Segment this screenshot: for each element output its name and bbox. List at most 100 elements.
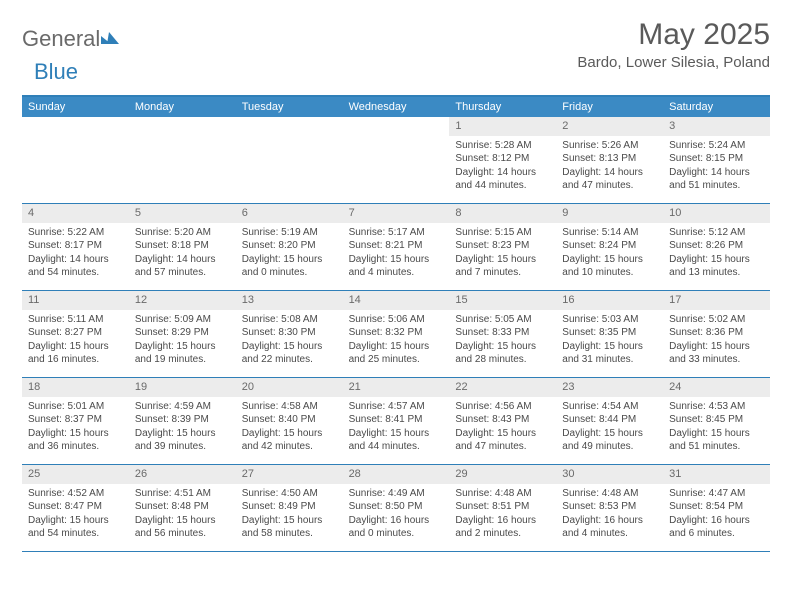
daylight-text: Daylight: 16 hours and 4 minutes. <box>562 514 657 541</box>
sunset-text: Sunset: 8:29 PM <box>135 326 230 340</box>
day-cell: 17Sunrise: 5:02 AMSunset: 8:36 PMDayligh… <box>663 291 770 377</box>
day-cell: 4Sunrise: 5:22 AMSunset: 8:17 PMDaylight… <box>22 204 129 290</box>
day-body: Sunrise: 4:50 AMSunset: 8:49 PMDaylight:… <box>236 484 343 545</box>
day-number: 2 <box>556 117 663 136</box>
day-number: 6 <box>236 204 343 223</box>
day-number: 7 <box>343 204 450 223</box>
day-cell: 14Sunrise: 5:06 AMSunset: 8:32 PMDayligh… <box>343 291 450 377</box>
day-cell: 29Sunrise: 4:48 AMSunset: 8:51 PMDayligh… <box>449 465 556 551</box>
week-row: 18Sunrise: 5:01 AMSunset: 8:37 PMDayligh… <box>22 378 770 465</box>
daylight-text: Daylight: 15 hours and 0 minutes. <box>242 253 337 280</box>
daylight-text: Daylight: 14 hours and 47 minutes. <box>562 166 657 193</box>
day-body: Sunrise: 5:20 AMSunset: 8:18 PMDaylight:… <box>129 223 236 284</box>
sunrise-text: Sunrise: 5:24 AM <box>669 139 764 153</box>
dow-saturday: Saturday <box>663 97 770 117</box>
daylight-text: Daylight: 15 hours and 44 minutes. <box>349 427 444 454</box>
sunrise-text: Sunrise: 4:50 AM <box>242 487 337 501</box>
daylight-text: Daylight: 15 hours and 13 minutes. <box>669 253 764 280</box>
day-cell: 27Sunrise: 4:50 AMSunset: 8:49 PMDayligh… <box>236 465 343 551</box>
day-body: Sunrise: 4:52 AMSunset: 8:47 PMDaylight:… <box>22 484 129 545</box>
daylight-text: Daylight: 15 hours and 25 minutes. <box>349 340 444 367</box>
day-body: Sunrise: 5:15 AMSunset: 8:23 PMDaylight:… <box>449 223 556 284</box>
week-row: 1Sunrise: 5:28 AMSunset: 8:12 PMDaylight… <box>22 117 770 204</box>
sunset-text: Sunset: 8:51 PM <box>455 500 550 514</box>
day-cell: 26Sunrise: 4:51 AMSunset: 8:48 PMDayligh… <box>129 465 236 551</box>
day-body: Sunrise: 5:05 AMSunset: 8:33 PMDaylight:… <box>449 310 556 371</box>
sunset-text: Sunset: 8:40 PM <box>242 413 337 427</box>
day-cell: 12Sunrise: 5:09 AMSunset: 8:29 PMDayligh… <box>129 291 236 377</box>
day-number: 22 <box>449 378 556 397</box>
calendar-page: General May 2025 Bardo, Lower Silesia, P… <box>0 0 792 570</box>
sunset-text: Sunset: 8:53 PM <box>562 500 657 514</box>
daylight-text: Daylight: 15 hours and 58 minutes. <box>242 514 337 541</box>
day-number: 8 <box>449 204 556 223</box>
daylight-text: Daylight: 14 hours and 54 minutes. <box>28 253 123 280</box>
daylight-text: Daylight: 15 hours and 36 minutes. <box>28 427 123 454</box>
sunset-text: Sunset: 8:24 PM <box>562 239 657 253</box>
day-number: 4 <box>22 204 129 223</box>
day-cell: 28Sunrise: 4:49 AMSunset: 8:50 PMDayligh… <box>343 465 450 551</box>
day-body: Sunrise: 5:09 AMSunset: 8:29 PMDaylight:… <box>129 310 236 371</box>
sunset-text: Sunset: 8:35 PM <box>562 326 657 340</box>
sunset-text: Sunset: 8:17 PM <box>28 239 123 253</box>
day-cell: 18Sunrise: 5:01 AMSunset: 8:37 PMDayligh… <box>22 378 129 464</box>
daylight-text: Daylight: 15 hours and 54 minutes. <box>28 514 123 541</box>
day-body: Sunrise: 5:19 AMSunset: 8:20 PMDaylight:… <box>236 223 343 284</box>
sunset-text: Sunset: 8:26 PM <box>669 239 764 253</box>
location-text: Bardo, Lower Silesia, Poland <box>577 54 770 71</box>
sunrise-text: Sunrise: 4:59 AM <box>135 400 230 414</box>
daylight-text: Daylight: 15 hours and 31 minutes. <box>562 340 657 367</box>
sunrise-text: Sunrise: 5:03 AM <box>562 313 657 327</box>
day-number: 9 <box>556 204 663 223</box>
logo-text-gray: General <box>22 26 100 52</box>
day-number: 24 <box>663 378 770 397</box>
sunset-text: Sunset: 8:45 PM <box>669 413 764 427</box>
day-number: 27 <box>236 465 343 484</box>
day-number: 28 <box>343 465 450 484</box>
dow-friday: Friday <box>556 97 663 117</box>
sunrise-text: Sunrise: 4:58 AM <box>242 400 337 414</box>
calendar: Sunday Monday Tuesday Wednesday Thursday… <box>22 95 770 552</box>
dow-sunday: Sunday <box>22 97 129 117</box>
day-of-week-header: Sunday Monday Tuesday Wednesday Thursday… <box>22 97 770 117</box>
day-body: Sunrise: 5:03 AMSunset: 8:35 PMDaylight:… <box>556 310 663 371</box>
sunset-text: Sunset: 8:12 PM <box>455 152 550 166</box>
day-cell: 15Sunrise: 5:05 AMSunset: 8:33 PMDayligh… <box>449 291 556 377</box>
day-body: Sunrise: 5:17 AMSunset: 8:21 PMDaylight:… <box>343 223 450 284</box>
sunset-text: Sunset: 8:47 PM <box>28 500 123 514</box>
day-body: Sunrise: 5:24 AMSunset: 8:15 PMDaylight:… <box>663 136 770 197</box>
daylight-text: Daylight: 15 hours and 39 minutes. <box>135 427 230 454</box>
sunrise-text: Sunrise: 5:15 AM <box>455 226 550 240</box>
day-cell: 30Sunrise: 4:48 AMSunset: 8:53 PMDayligh… <box>556 465 663 551</box>
sunset-text: Sunset: 8:43 PM <box>455 413 550 427</box>
day-number: 25 <box>22 465 129 484</box>
day-cell: 2 Sunrise: 5:26 AMSunset: 8:13 PMDaylight… <box>556 117 663 203</box>
day-body: Sunrise: 4:51 AMSunset: 8:48 PMDaylight:… <box>129 484 236 545</box>
day-number: 11 <box>22 291 129 310</box>
daylight-text: Daylight: 15 hours and 22 minutes. <box>242 340 337 367</box>
sunrise-text: Sunrise: 5:26 AM <box>562 139 657 153</box>
daylight-text: Daylight: 15 hours and 42 minutes. <box>242 427 337 454</box>
day-number: 30 <box>556 465 663 484</box>
daylight-text: Daylight: 15 hours and 49 minutes. <box>562 427 657 454</box>
sunset-text: Sunset: 8:20 PM <box>242 239 337 253</box>
daylight-text: Daylight: 15 hours and 4 minutes. <box>349 253 444 280</box>
sunrise-text: Sunrise: 4:51 AM <box>135 487 230 501</box>
day-body: Sunrise: 4:54 AMSunset: 8:44 PMDaylight:… <box>556 397 663 458</box>
logo: General <box>22 18 119 54</box>
day-number: 26 <box>129 465 236 484</box>
day-body: Sunrise: 5:01 AMSunset: 8:37 PMDaylight:… <box>22 397 129 458</box>
day-cell: 22Sunrise: 4:56 AMSunset: 8:43 PMDayligh… <box>449 378 556 464</box>
sunset-text: Sunset: 8:13 PM <box>562 152 657 166</box>
day-cell: 5Sunrise: 5:20 AMSunset: 8:18 PMDaylight… <box>129 204 236 290</box>
sunset-text: Sunset: 8:23 PM <box>455 239 550 253</box>
day-cell: 23Sunrise: 4:54 AMSunset: 8:44 PMDayligh… <box>556 378 663 464</box>
day-body: Sunrise: 4:48 AMSunset: 8:51 PMDaylight:… <box>449 484 556 545</box>
sunset-text: Sunset: 8:54 PM <box>669 500 764 514</box>
sunrise-text: Sunrise: 5:02 AM <box>669 313 764 327</box>
day-body: Sunrise: 4:47 AMSunset: 8:54 PMDaylight:… <box>663 484 770 545</box>
day-number: 29 <box>449 465 556 484</box>
daylight-text: Daylight: 16 hours and 6 minutes. <box>669 514 764 541</box>
day-number: 3 <box>663 117 770 136</box>
daylight-text: Daylight: 15 hours and 7 minutes. <box>455 253 550 280</box>
